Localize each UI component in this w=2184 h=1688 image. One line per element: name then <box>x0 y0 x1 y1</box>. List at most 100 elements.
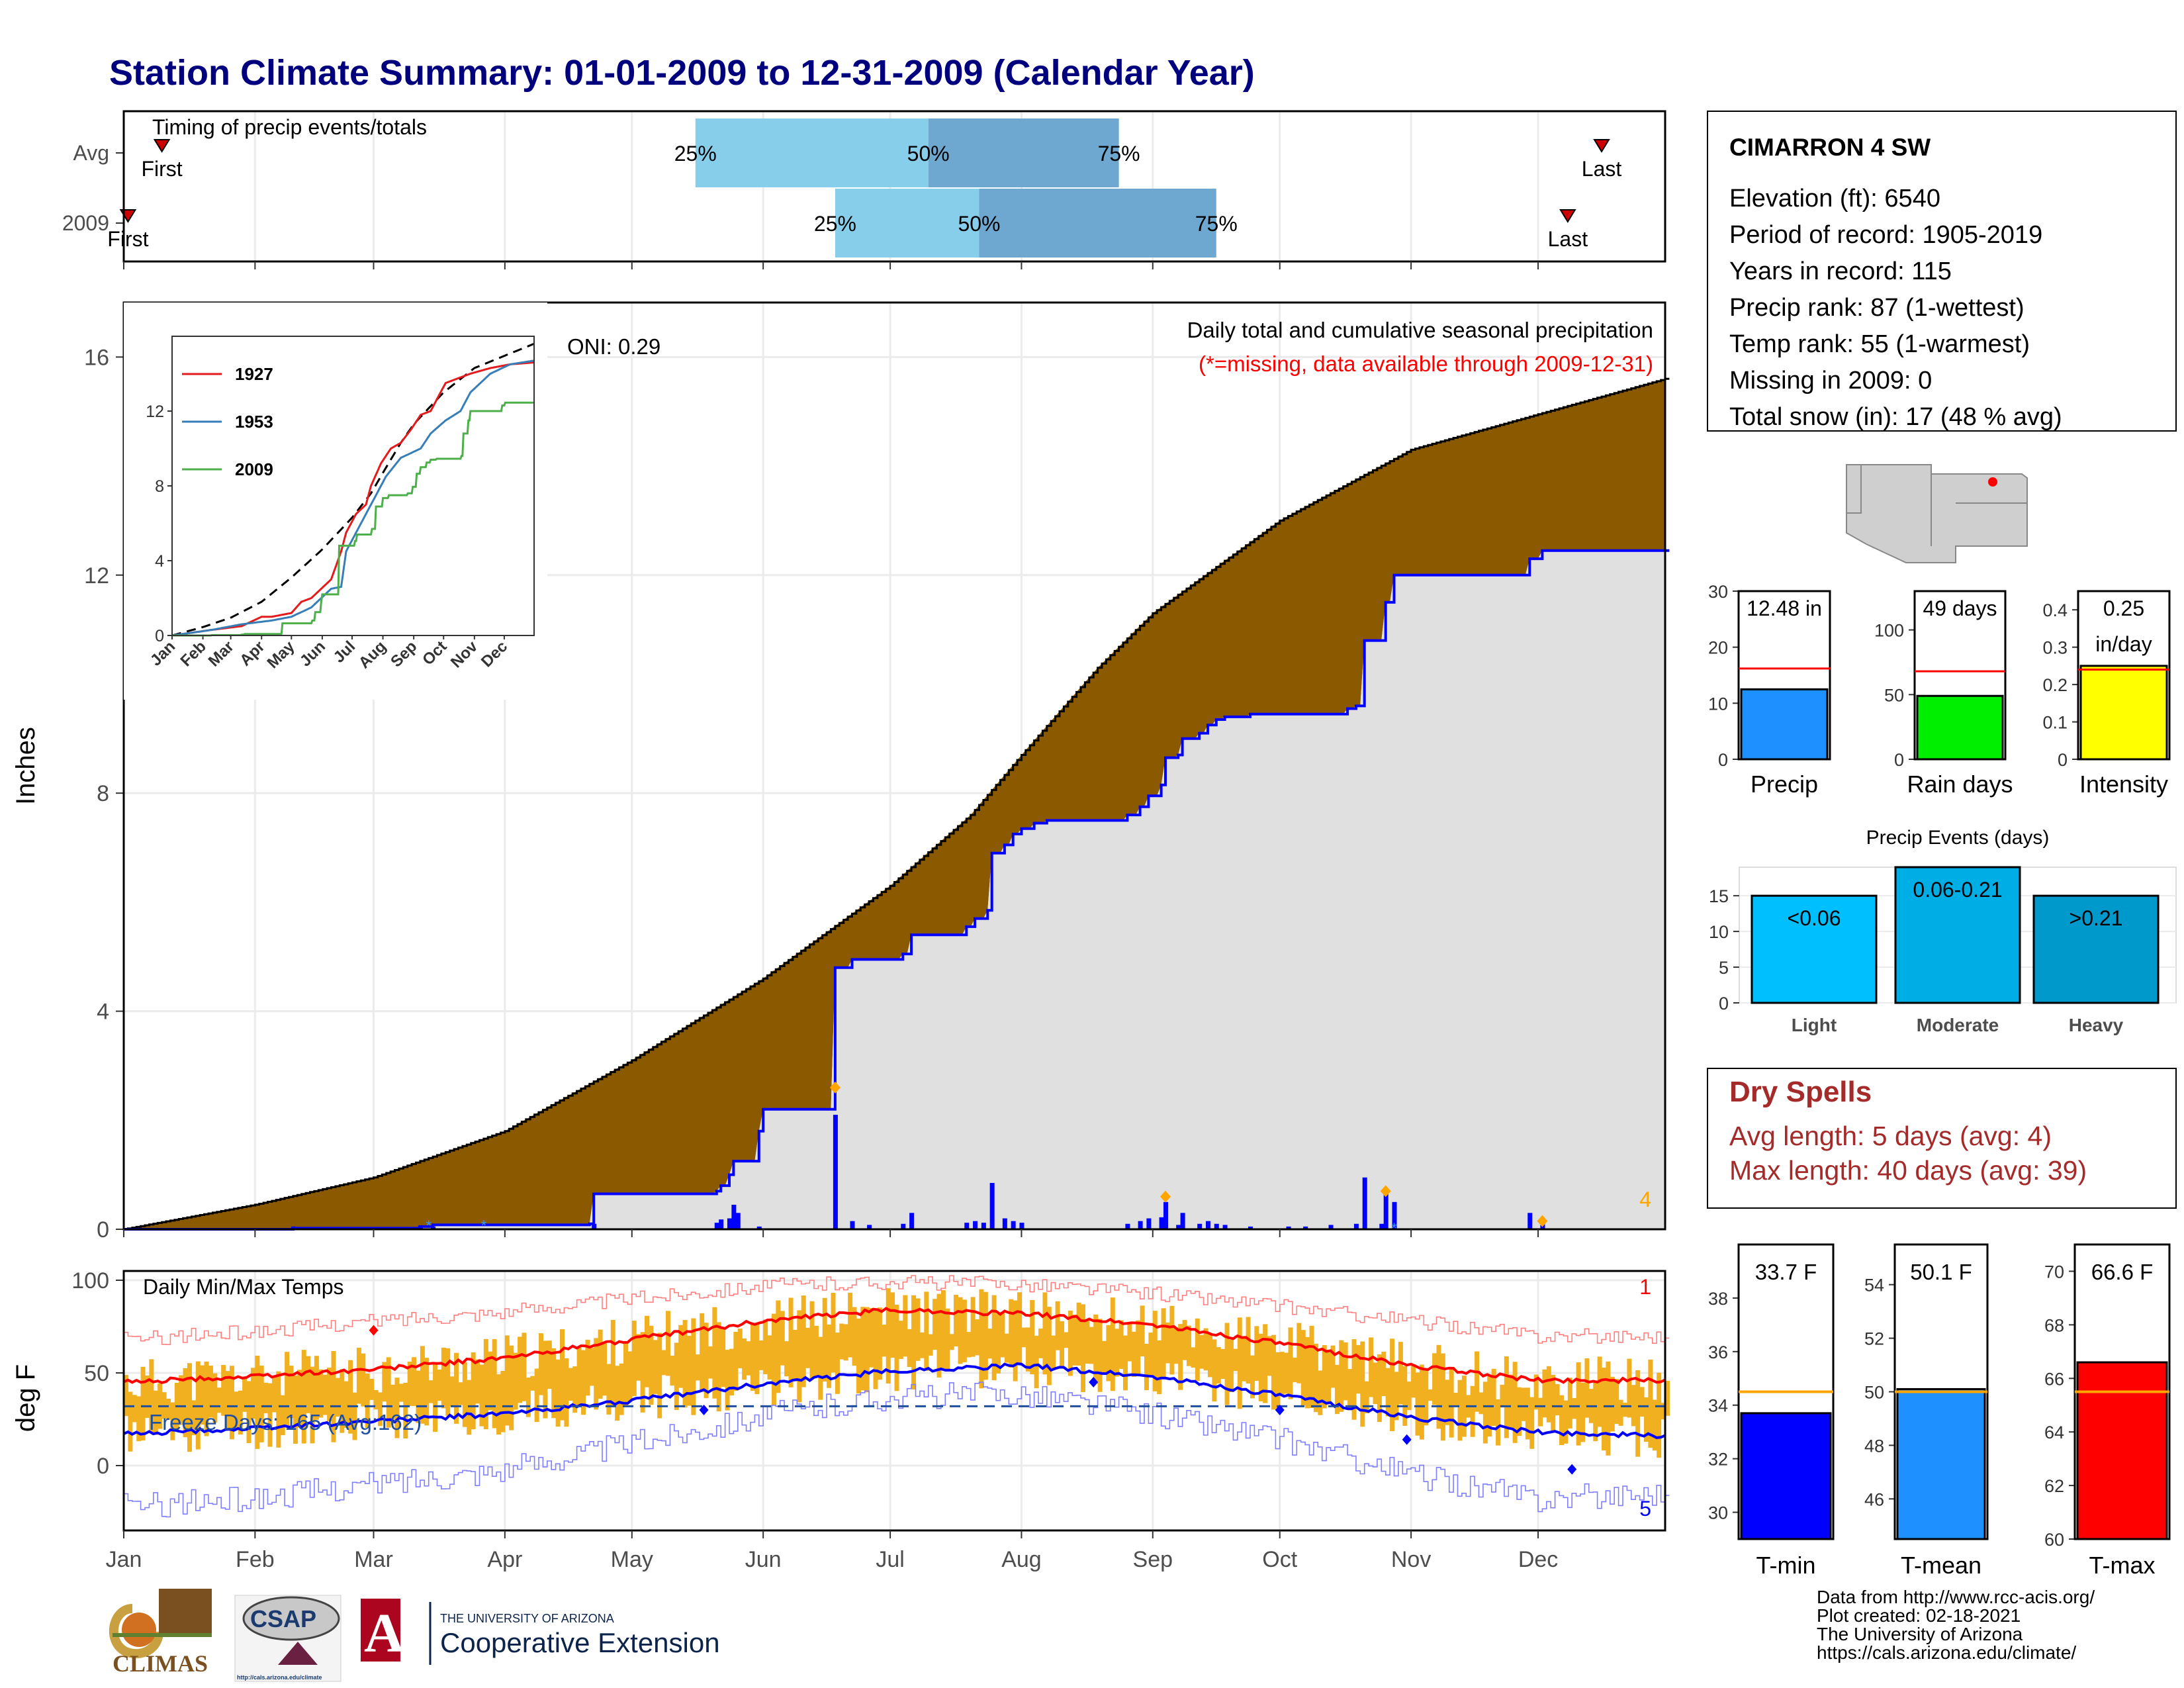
daily-temp-bar <box>686 1335 692 1406</box>
station-info-line: Years in record: 115 <box>1729 258 1952 285</box>
daily-temp-bar <box>979 1289 984 1389</box>
daily-temp-bar <box>809 1301 815 1380</box>
daily-temp-bar <box>1106 1325 1111 1382</box>
daily-temp-bar <box>1432 1353 1437 1405</box>
daily-temp-bar <box>1369 1337 1374 1397</box>
climas-logo: CLIMAS <box>109 1589 212 1677</box>
last-event-label: Last <box>1548 227 1588 251</box>
daily-temp-bar <box>903 1295 908 1357</box>
dry-spells-max: Max length: 40 days (avg: 39) <box>1729 1155 2087 1186</box>
minibar-value: 0.25 <box>2103 596 2144 620</box>
daily-temp-bar <box>504 1335 510 1426</box>
daily-temp-bar <box>1318 1370 1323 1415</box>
daily-precip-bar <box>973 1221 978 1229</box>
daily-temp-bar <box>513 1352 518 1410</box>
dry-spells-avg: Avg length: 5 days (avg: 4) <box>1729 1121 2052 1151</box>
daily-temp-bar <box>1136 1320 1141 1376</box>
daily-temp-bar <box>1508 1374 1514 1429</box>
daily-temp-bar <box>483 1338 488 1430</box>
station-info-line: Total snow (in): 17 (48 % avg) <box>1729 403 2062 431</box>
daily-temp-bar <box>306 1356 311 1413</box>
minibar-fill <box>1916 694 2004 761</box>
daily-temp-bar <box>208 1366 213 1418</box>
footer-credit-line: Data from http://www.rcc-acis.org/ <box>1817 1587 2095 1607</box>
daily-precip-bar <box>850 1221 855 1229</box>
daily-precip-bar <box>714 1223 719 1229</box>
daily-temp-bar <box>1470 1385 1475 1437</box>
minibar-label: Precip <box>1751 771 1818 798</box>
daily-temp-bar <box>522 1333 527 1401</box>
daily-temp-bar <box>289 1366 294 1419</box>
event-bar <box>2032 894 2160 1004</box>
daily-temp-bar <box>1118 1320 1124 1369</box>
daily-temp-bar <box>631 1321 637 1397</box>
daily-temp-bar <box>1313 1343 1318 1413</box>
daily-temp-bar <box>1030 1299 1035 1375</box>
daily-temp-bar <box>183 1368 188 1438</box>
timing-bar-50-75 <box>928 118 1119 187</box>
daily-temp-bar <box>221 1365 226 1416</box>
daily-temp-bar <box>1394 1372 1399 1421</box>
daily-temp-bar <box>1504 1356 1509 1438</box>
climas-logo-text: CLIMAS <box>113 1650 208 1677</box>
station-info-box: CIMARRON 4 SW Elevation (ft): 6540 Period… <box>1707 111 2177 432</box>
daily-temp-bar <box>204 1361 209 1436</box>
daily-temp-bar <box>1081 1304 1086 1392</box>
daily-temp-bar <box>1157 1340 1162 1395</box>
inset-legend-label: 1927 <box>235 364 273 384</box>
daily-temp-bar <box>454 1352 459 1424</box>
daily-temp-bar <box>924 1291 929 1371</box>
daily-temp-bar <box>1279 1352 1285 1396</box>
daily-temp-bar <box>636 1334 641 1381</box>
daily-temp-bar <box>1538 1397 1543 1427</box>
record-low-point <box>1089 1377 1099 1387</box>
daily-temp-bar <box>394 1378 400 1438</box>
daily-precip-bar <box>1163 1201 1168 1229</box>
daily-temp-bar <box>1288 1327 1293 1399</box>
dry-spells-box: Dry Spells Avg length: 5 days (avg: 4) M… <box>1707 1068 2177 1209</box>
daily-temp-bar <box>945 1308 950 1372</box>
daily-temp-bar <box>1165 1322 1170 1364</box>
daily-temp-bar <box>1173 1327 1179 1364</box>
daily-temp-bar <box>1254 1326 1259 1381</box>
snow-point <box>1537 1215 1548 1227</box>
event-bar <box>1751 894 1878 1004</box>
minibar-ytick-label: 30 <box>1708 582 1728 602</box>
event-category-label: Light <box>1792 1015 1837 1035</box>
events-ytick-label: 5 <box>1719 958 1729 978</box>
daily-temp-bar <box>940 1290 946 1371</box>
daily-temp-bar <box>843 1324 848 1361</box>
page-title: Station Climate Summary: 01-01-2009 to 1… <box>109 53 1255 93</box>
daily-temp-bar <box>822 1297 827 1382</box>
daily-temp-bar <box>165 1399 171 1420</box>
daily-temp-bar <box>356 1347 361 1404</box>
daily-temp-bar <box>661 1350 666 1376</box>
daily-temp-bar <box>919 1332 925 1358</box>
daily-temp-bar <box>547 1340 552 1389</box>
events-title: Precip Events (days) <box>1866 827 2050 849</box>
daily-precip-bar <box>989 1183 995 1229</box>
daily-temp-bar <box>725 1350 730 1411</box>
minibar-ytick-label: 0.4 <box>2042 600 2068 620</box>
daily-temp-bar <box>263 1382 269 1413</box>
daily-temp-bar <box>179 1375 184 1425</box>
summary-bars: 0 10 20 30 12.48 in Precip 0 50 100 49 days Rain d… <box>1708 582 2171 798</box>
daily-temp-bar <box>1648 1359 1653 1448</box>
daily-temp-bar <box>890 1292 895 1358</box>
daily-temp-bar <box>1343 1342 1348 1401</box>
daily-temp-bar <box>1060 1321 1065 1368</box>
station-info-line: Period of record: 1905-2019 <box>1729 221 2042 249</box>
daily-temp-bar <box>1551 1374 1556 1432</box>
minibar-value: 49 days <box>1923 596 1997 620</box>
daily-temp-bar <box>136 1396 142 1442</box>
month-label: Feb <box>236 1547 275 1572</box>
daily-temp-bar <box>500 1370 506 1432</box>
daily-temp-bar <box>1406 1382 1412 1411</box>
daily-precip-bar <box>727 1218 732 1229</box>
daily-temp-bar <box>144 1375 150 1418</box>
timing-label-75: 75% <box>1098 142 1140 165</box>
daily-temp-bar <box>1597 1356 1602 1427</box>
daily-temp-bar <box>424 1358 430 1426</box>
